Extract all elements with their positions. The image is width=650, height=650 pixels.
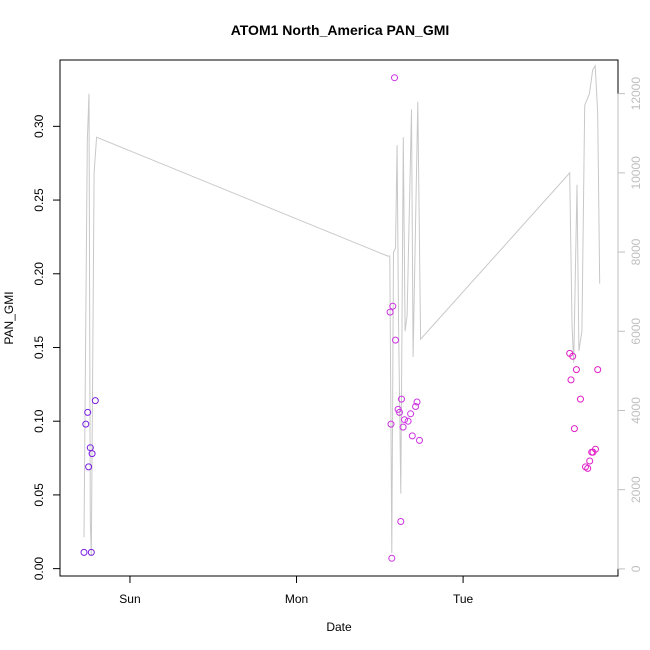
data-point-s3-6 <box>577 395 584 403</box>
data-point-s2-9 <box>397 518 405 525</box>
secondary-line-layer <box>83 64 601 556</box>
data-point-s2-8 <box>396 408 403 416</box>
secondary-y-tick-label-2: 4000 <box>629 397 643 424</box>
data-point-s2-10 <box>398 395 405 403</box>
data-point-s3-13 <box>594 366 602 374</box>
x-tick-label-mon: Mon <box>285 592 308 606</box>
data-point-s1-2 <box>82 420 90 428</box>
data-point-s1-7 <box>88 450 96 458</box>
y-axis-left: 0.00 0.05 0.10 0.15 0.20 0.25 0.30 <box>32 114 61 581</box>
data-point-s2-2 <box>387 420 395 428</box>
y-tick-label-1: 0.05 <box>32 483 46 507</box>
data-point-s1-6 <box>87 548 95 556</box>
data-point-s2-6 <box>392 336 399 344</box>
y-tick-label-4: 0.20 <box>32 262 46 286</box>
x-axis: Sun Mon Tue <box>119 575 474 606</box>
data-point-s1-3 <box>84 408 92 416</box>
x-axis-label: Date <box>326 620 352 634</box>
data-point-s1-8 <box>91 397 99 405</box>
points-layer <box>80 74 602 562</box>
data-point-s3-8 <box>584 464 592 472</box>
data-point-s1-4 <box>85 463 93 471</box>
data-point-s3-9 <box>586 457 594 465</box>
secondary-y-tick-label-4: 8000 <box>629 238 643 265</box>
data-point-s3-5 <box>572 366 580 374</box>
secondary-y-tick-label-0: 0 <box>629 565 643 572</box>
y-tick-label-0: 0.00 <box>32 557 46 581</box>
data-point-s2-3 <box>388 554 396 562</box>
data-point-s1-1 <box>80 548 88 556</box>
data-point-s2-18 <box>416 436 423 444</box>
y-axis-right: 0 2000 4000 6000 8000 10000 12000 <box>617 77 643 572</box>
data-point-s2-14 <box>407 410 415 418</box>
data-point-s2-17 <box>413 398 421 406</box>
data-point-s3-12 <box>592 445 599 453</box>
y-axis-label: PAN_GMI <box>2 291 16 344</box>
chart-title: ATOM1 North_America PAN_GMI <box>231 22 450 38</box>
data-point-s3-4 <box>570 425 578 433</box>
secondary-y-tick-label-1: 2000 <box>629 476 643 503</box>
y-tick-label-2: 0.10 <box>32 409 46 433</box>
data-point-s2-16 <box>412 403 420 410</box>
y-tick-label-3: 0.15 <box>32 335 46 359</box>
data-point-s2-1 <box>386 308 394 316</box>
data-point-s2-5 <box>391 74 398 82</box>
secondary-y-tick-label-5: 10000 <box>629 156 643 190</box>
data-point-s2-4 <box>389 302 397 310</box>
data-point-s2-11 <box>399 423 407 431</box>
y-tick-label-5: 0.25 <box>32 188 46 212</box>
data-point-s2-13 <box>404 417 412 425</box>
data-point-s3-2 <box>567 376 575 384</box>
secondary-y-tick-label-6: 12000 <box>629 77 643 111</box>
secondary-series-line <box>83 64 601 556</box>
data-point-s3-3 <box>569 352 577 360</box>
x-tick-label-tue: Tue <box>453 592 474 606</box>
secondary-y-tick-label-3: 6000 <box>629 318 643 345</box>
data-point-s2-15 <box>408 432 416 440</box>
data-point-s2-12 <box>401 416 408 424</box>
x-tick-label-sun: Sun <box>119 592 140 606</box>
y-tick-label-6: 0.30 <box>32 114 46 138</box>
